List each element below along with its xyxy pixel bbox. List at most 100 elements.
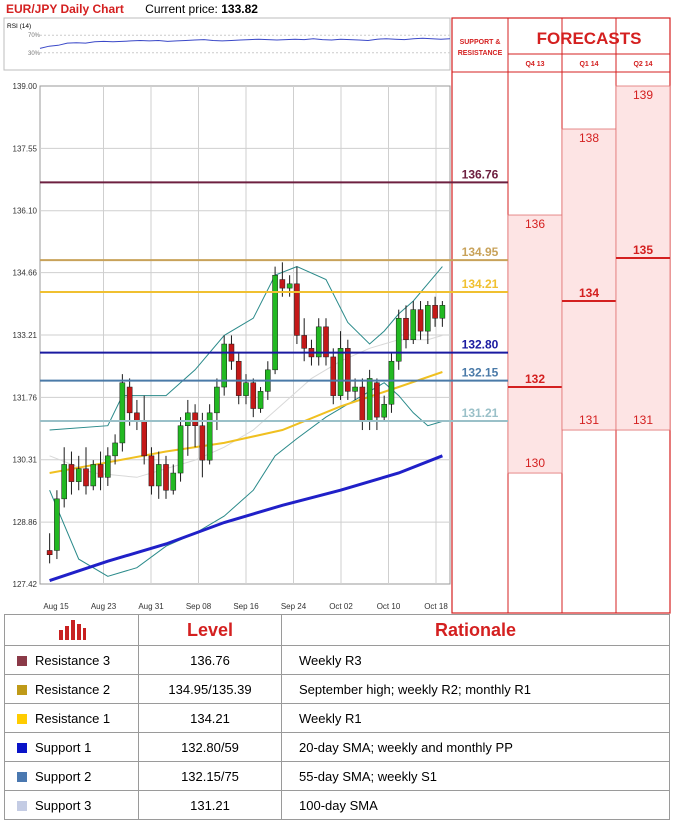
x-tick-label: Sep 16	[233, 602, 259, 611]
candle-body	[221, 343, 227, 388]
x-tick-label: Oct 18	[424, 602, 448, 611]
forecast-low-label: 131	[633, 413, 653, 427]
level-rationale: Weekly R1	[281, 703, 670, 733]
table-row: Resistance 2 134.95/135.39 September high;…	[4, 674, 670, 704]
rsi-panel	[3, 17, 451, 71]
candle-body	[337, 348, 344, 396]
level-rationale: Weekly R3	[281, 645, 670, 675]
candle-body	[61, 464, 67, 500]
candle-body	[257, 391, 264, 409]
forecast-low-label: 130	[525, 456, 545, 470]
candle-body	[323, 326, 329, 358]
x-tick-label: Aug 15	[43, 602, 69, 611]
level-name-text: Support 1	[35, 739, 92, 755]
forecast-col-label: Q1 14	[579, 61, 598, 68]
candle-body	[243, 382, 249, 396]
forecast-mid-label: 135	[633, 243, 653, 257]
level-name-text: Support 3	[35, 797, 92, 813]
forecast-mid-label: 132	[525, 372, 545, 386]
level-name: Support 3	[4, 790, 139, 820]
level-value: 131.21	[138, 790, 282, 820]
candle-body	[286, 283, 293, 289]
sr-label: SUPPORT &	[460, 39, 501, 46]
candle-body	[388, 360, 395, 405]
current-price-value: 133.82	[221, 2, 258, 16]
forecast-range	[507, 214, 563, 474]
candle-body	[97, 464, 104, 478]
rsi-tick-30: 30%	[28, 51, 41, 57]
chart-header: EUR/JPY Daily Chart Current price: 133.8…	[6, 2, 258, 16]
y-tick-label: 128.86	[13, 518, 38, 527]
level-name: Resistance 3	[4, 645, 139, 675]
candle-body	[250, 382, 257, 409]
bollinger-lower-line	[49, 382, 443, 577]
level-name-text: Resistance 1	[35, 710, 111, 726]
level-name: Support 1	[4, 732, 139, 762]
y-tick-label: 139.00	[13, 82, 38, 91]
candle-body	[235, 360, 242, 396]
bollinger-mid-line	[49, 334, 443, 478]
sr-level-label: 134.95	[462, 245, 499, 259]
table-row: Support 3 131.21 100-day SMA	[4, 790, 670, 820]
level-name-text: Support 2	[35, 768, 92, 784]
level-value: 134.95/135.39	[138, 674, 282, 704]
y-tick-label: 130.31	[13, 456, 38, 465]
forecast-col-label: Q2 14	[633, 61, 652, 68]
y-tick-label: 136.10	[13, 207, 38, 216]
candle-body	[330, 356, 337, 396]
level-swatch	[17, 800, 27, 811]
candle-body	[75, 468, 82, 482]
forecast-high-label: 136	[525, 217, 545, 231]
candle-body	[374, 382, 380, 418]
candle-body	[410, 309, 417, 340]
candle-body	[54, 498, 60, 551]
sr-level-label: 132.80	[462, 338, 499, 352]
candle-body	[68, 464, 75, 482]
candle-body	[366, 378, 373, 422]
current-price-label: Current price:	[145, 2, 218, 16]
candle-body	[199, 425, 206, 461]
candle-body	[177, 425, 184, 474]
x-tick-label: Sep 08	[186, 602, 212, 611]
level-name: Support 2	[4, 761, 139, 791]
x-tick-label: Oct 02	[329, 602, 353, 611]
price-chart: RSI (14) 70% 30% 139.00 137.55 136.10 134.66 13…	[3, 17, 671, 614]
forecast-col-label: Q4 13	[525, 61, 544, 68]
candle-body	[315, 326, 322, 358]
candle-body	[381, 403, 387, 418]
candle-body	[192, 412, 198, 426]
sr-level-label: 136.76	[462, 167, 499, 181]
candle-body	[112, 442, 118, 457]
candle-body	[163, 464, 169, 491]
x-tick-label: Aug 31	[138, 602, 164, 611]
candle-body	[352, 386, 358, 392]
forecast-high-label: 138	[579, 131, 599, 145]
level-swatch	[17, 684, 27, 695]
level-value: 132.15/75	[138, 761, 282, 791]
rsi-tick-70: 70%	[28, 33, 41, 39]
candle-body	[83, 468, 89, 487]
candle-body	[126, 386, 133, 414]
candle-body	[105, 455, 111, 478]
forecast-high-label: 139	[633, 88, 653, 102]
x-tick-label: Oct 10	[377, 602, 401, 611]
candle-body	[206, 412, 213, 461]
candle-body	[46, 550, 53, 556]
level-swatch	[17, 713, 27, 724]
candle-body	[272, 274, 278, 371]
level-swatch	[17, 742, 27, 753]
level-rationale: September high; weekly R2; monthly R1	[281, 674, 670, 704]
sr-level-label: 131.21	[462, 406, 499, 420]
table-row: Resistance 1 134.21 Weekly R1	[4, 703, 670, 733]
sr-label: RESISTANCE	[458, 50, 503, 57]
level-name: Resistance 2	[4, 674, 139, 704]
y-tick-label: 131.76	[13, 393, 38, 402]
table-header-row: Level Rationale	[4, 614, 670, 646]
rsi-line	[39, 37, 451, 49]
candle-body	[141, 421, 147, 457]
candle-body	[432, 305, 438, 319]
level-swatch	[17, 771, 27, 782]
level-rationale: 20-day SMA; weekly and monthly PP	[281, 732, 670, 762]
candle-body	[148, 455, 155, 487]
level-rationale: 55-day SMA; weekly S1	[281, 761, 670, 791]
